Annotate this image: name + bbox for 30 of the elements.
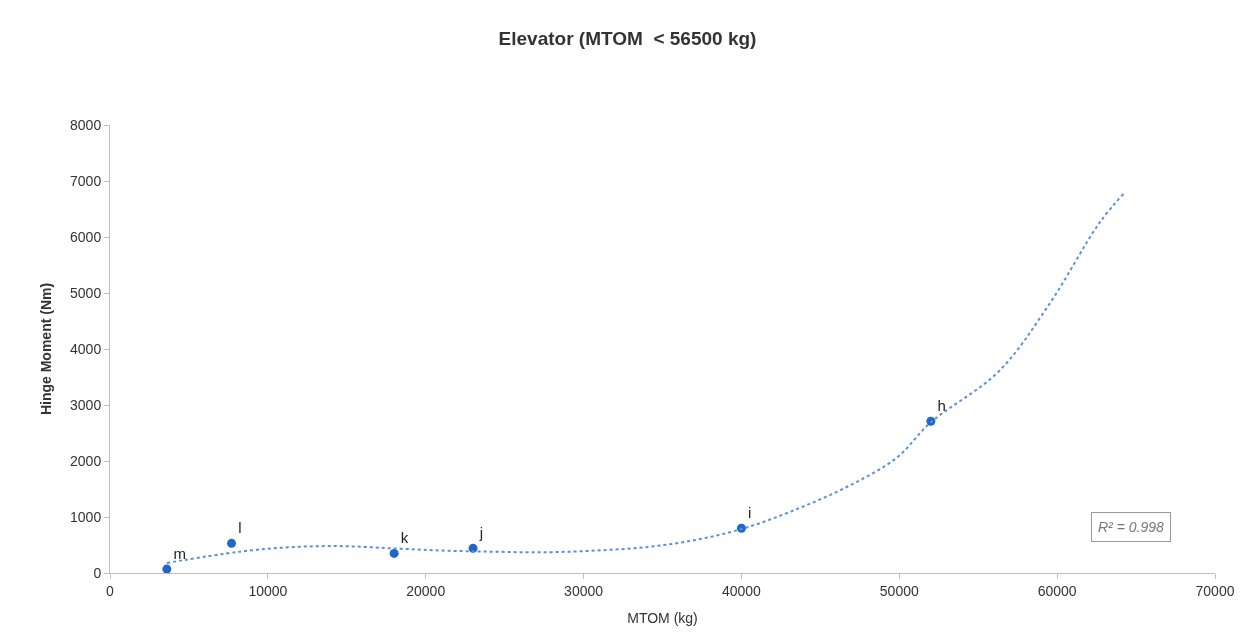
x-tick-label: 10000 bbox=[248, 582, 288, 599]
x-tick-label: 50000 bbox=[879, 582, 919, 599]
point bbox=[227, 538, 237, 548]
x-tick-label: 30000 bbox=[564, 582, 604, 599]
x-tick-label: 20000 bbox=[406, 582, 446, 599]
y-tick-label: 1000 bbox=[70, 508, 102, 525]
x-tick-label: 0 bbox=[106, 582, 115, 599]
point bbox=[389, 548, 399, 558]
data-label: m bbox=[173, 544, 186, 562]
y-tick-label: 5000 bbox=[70, 284, 102, 301]
y-tick-label: 7000 bbox=[70, 172, 102, 189]
y-tick-label: 2000 bbox=[70, 452, 102, 469]
data-label: j bbox=[478, 523, 484, 541]
y-tick-label: 8000 bbox=[70, 116, 102, 133]
annotation: R² = 0.998 bbox=[1098, 519, 1164, 535]
y-tick-label: 3000 bbox=[70, 396, 102, 413]
data-label: k bbox=[400, 529, 409, 547]
point bbox=[162, 564, 172, 574]
x-tick-label: 70000 bbox=[1195, 582, 1235, 599]
data-label: h bbox=[937, 396, 946, 414]
x-axis-title: MTOM (kg) bbox=[627, 610, 698, 627]
y-tick-label: 0 bbox=[93, 564, 102, 581]
x-tick-label: 60000 bbox=[1037, 582, 1077, 599]
x-tick-label: 40000 bbox=[721, 582, 762, 599]
data-label: l bbox=[238, 518, 242, 536]
y-axis-title: Hinge Moment (Nm) bbox=[37, 282, 54, 416]
y-tick-label: 6000 bbox=[70, 228, 102, 245]
y-tick-label: 4000 bbox=[70, 340, 102, 357]
data-label: i bbox=[748, 503, 752, 521]
chart-title: Elevator (MTOM < 56500 kg) bbox=[498, 28, 757, 50]
